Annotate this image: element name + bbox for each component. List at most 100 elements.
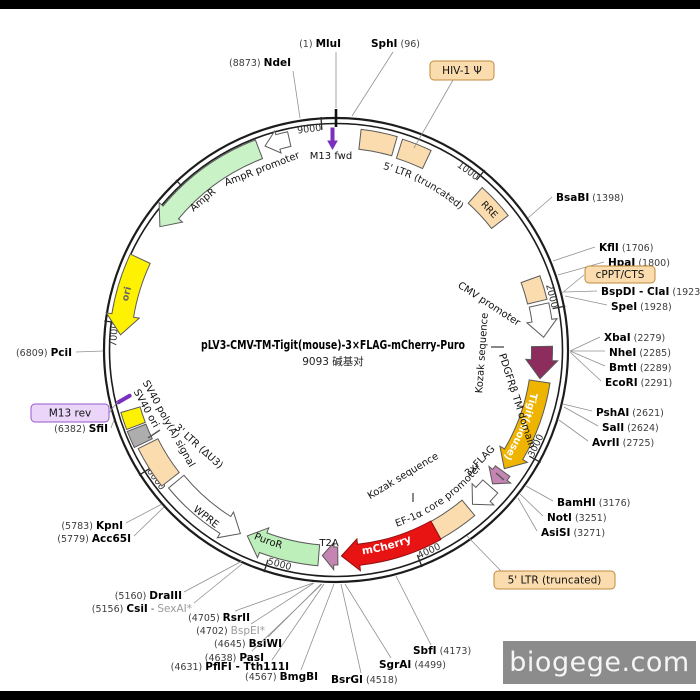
feature-ampr-promoter <box>264 129 292 154</box>
tag-hiv-1-psi-text: HIV-1 Ψ <box>442 65 482 77</box>
feature-sv40-polya-signal <box>126 423 153 449</box>
site-sphi-label: SphI (96) <box>371 38 420 50</box>
site-pflfi-tth111i-label: (4631) PflFI - Tth111I <box>171 661 289 673</box>
site-bsiwi-label: (4645) BsiWI <box>214 638 282 650</box>
site-bspei-label: (4702) BspEI* <box>196 625 265 637</box>
tick-5000 <box>263 559 269 573</box>
site-kpni-label: (5783) KpnI <box>61 520 123 532</box>
site-bmgbi-label: (4567) BmgBI <box>245 671 318 683</box>
site-bspei-leader <box>250 582 315 625</box>
site-pcii-label: (6809) PciI <box>16 347 72 359</box>
site-bsrgi-leader <box>340 583 362 674</box>
label-kozak-sequence-right: Kozak sequence <box>474 312 491 393</box>
site-bsrgi-label: BsrGI (4518) <box>331 674 398 686</box>
site-draiii-label: (5160) DraIII <box>115 590 182 602</box>
bottom-letterbox-bar <box>0 691 700 700</box>
feature-3xflag <box>488 465 513 485</box>
feature-ori <box>105 253 151 336</box>
tag-hiv-1-psi-box <box>429 60 495 81</box>
sv40-label-leader <box>147 429 161 439</box>
tick-9000 <box>320 116 323 130</box>
tag-hiv-1-psi-leader <box>413 79 454 149</box>
site-rsrii-label: (4705) RsrII <box>188 612 250 624</box>
feature-cmv-promoter-arrow <box>525 302 559 339</box>
site-avrii-leader <box>558 419 589 442</box>
top-letterbox-bar <box>0 0 700 9</box>
site-pflfi-tth111i-leader <box>271 583 325 661</box>
site-bsabi-leader <box>527 196 553 219</box>
label-5-ltr-truncated-top: 5' LTR (truncated) <box>382 161 465 212</box>
site-bmti-leader <box>569 350 606 367</box>
feature-hiv-1-psi <box>395 138 432 170</box>
site-hpai-leader <box>557 261 605 276</box>
site-mlui-label: (1) MluI <box>299 38 341 50</box>
site-noti-label: NotI (3251) <box>547 512 607 524</box>
site-pshai-leader <box>562 403 593 412</box>
feature-3-ltr-du3 <box>137 438 180 487</box>
site-noti-leader <box>519 493 544 517</box>
site-pcii-leader <box>75 350 104 353</box>
tick-1000 <box>476 169 486 181</box>
feature-rre <box>467 186 509 230</box>
site-csii-sexai-label: (5156) CsiI - SexAI* <box>92 603 192 615</box>
site-sgrai-leader <box>344 583 392 659</box>
tag-5-ltr-truncated-bottom-leader <box>466 535 502 572</box>
site-bspdi-clai-label: BspDI - ClaI (1923) <box>601 286 700 298</box>
site-bamhi-leader <box>525 485 554 502</box>
site-bsiwi-leader <box>267 583 322 638</box>
site-bmgbi-leader <box>300 583 335 671</box>
site-pasi-label: (4638) PasI <box>205 652 264 664</box>
site-spei-leader <box>564 295 608 306</box>
tag-cppt-cts-text: cPPT/CTS <box>596 269 645 281</box>
tick-2000 <box>552 305 566 310</box>
site-acc65i-leader <box>133 506 165 537</box>
site-kpni-leader <box>125 503 163 524</box>
tag-cppt-cts-leader <box>561 274 585 294</box>
site-csii-sexai-leader <box>193 563 243 604</box>
tick-4000 <box>416 554 423 568</box>
feature-ef1a-core-promoter-arrow <box>471 479 499 506</box>
site-ndei-label: (8873) NdeI <box>229 57 291 69</box>
tag-m13-rev-text: M13 rev <box>49 408 92 420</box>
tag-m13-rev-leader <box>108 400 119 414</box>
label-ori: ori <box>120 286 134 303</box>
site-avrii-label: AvrII (2725) <box>592 437 654 449</box>
label-m13-fwd: M13 fwd <box>310 151 352 162</box>
m13-rev-primer <box>116 393 132 405</box>
site-ecori-leader <box>569 351 602 382</box>
feature-mcherry <box>340 520 442 572</box>
site-kfli-label: KflI (1706) <box>599 242 653 254</box>
feature-t2a <box>321 540 339 572</box>
m13-fwd-primer <box>327 127 338 151</box>
tick-6000 <box>138 467 151 476</box>
site-rsrii-leader <box>234 582 314 612</box>
site-spei-label: SpeI (1928) <box>611 301 672 313</box>
site-bmti-label: BmtI (2289) <box>609 362 671 374</box>
label-t2a: T2A <box>318 538 338 549</box>
site-kfli-leader <box>552 246 596 262</box>
site-ndei-leader <box>292 70 301 119</box>
site-draiii-leader <box>183 560 243 593</box>
feature-tigit-mouse <box>499 379 551 470</box>
site-sbfi-label: SbfI (4173) <box>413 645 471 657</box>
site-asisi-leader <box>517 497 538 532</box>
flag3-label-leader <box>495 472 505 481</box>
site-sali-leader <box>563 406 599 427</box>
site-acc65i-label: (5779) Acc65I <box>57 533 131 545</box>
tick-3000 <box>528 455 541 463</box>
label-kozak-sequence-bottom: Kozak sequence <box>366 451 441 502</box>
feature-cmv-promoter-box <box>520 275 548 305</box>
tag-cppt-cts-box <box>584 265 656 284</box>
site-bamhi-label: BamHI (3176) <box>557 497 630 509</box>
site-sgrai-label: SgrAI (4499) <box>379 659 446 671</box>
tag-m13-rev-box <box>30 403 110 423</box>
site-sfii-label: (6382) SfiI <box>54 423 108 435</box>
site-bspdi-clai-leader <box>563 290 598 293</box>
feature-wpre <box>167 474 242 539</box>
site-xbai-label: XbaI (2279) <box>604 332 665 344</box>
feature-ampr <box>158 139 264 228</box>
site-sphi-leader <box>351 51 394 117</box>
tick-label-9000: 9000 <box>297 123 322 137</box>
feature-pdgfrb-tm-domain <box>524 345 559 380</box>
